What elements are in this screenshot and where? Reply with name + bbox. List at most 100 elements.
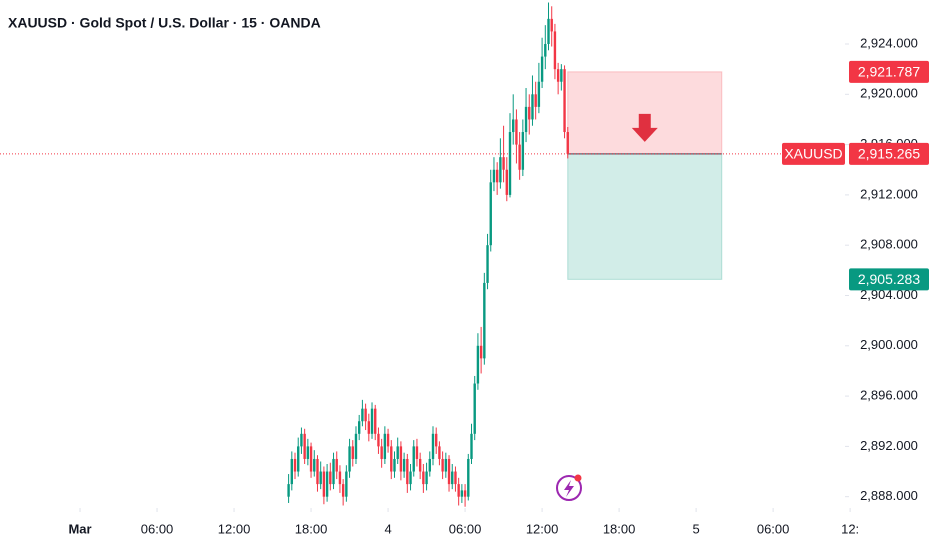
y-tick-label: 2,904.000 <box>860 287 918 302</box>
candle-body <box>309 446 313 472</box>
candle-body <box>306 446 310 459</box>
symbol-label: XAUUSD <box>784 146 842 162</box>
symbol-badge <box>782 142 845 165</box>
candle-body <box>505 169 508 195</box>
entry-badge <box>849 142 929 165</box>
candle-body <box>412 446 415 472</box>
x-tick-label: 18:00 <box>295 521 328 536</box>
y-tick-label: 2,892.000 <box>860 438 918 453</box>
candle-body <box>390 446 393 472</box>
candle-body <box>563 69 566 133</box>
candle-body <box>531 94 534 120</box>
candle-body <box>547 18 550 45</box>
candle-body <box>418 458 422 472</box>
candle-body <box>287 484 290 497</box>
target-badge <box>849 268 929 291</box>
candle-body <box>553 31 557 70</box>
candle-body <box>451 471 454 485</box>
y-tick-label: 2,888.000 <box>860 488 918 503</box>
candle-body <box>444 458 448 472</box>
candle-body <box>335 458 338 472</box>
candle-body <box>380 446 383 459</box>
candle-body <box>537 81 541 107</box>
candle-body <box>556 69 560 82</box>
candle-body <box>377 433 380 447</box>
candle-body <box>399 446 403 472</box>
candle-body <box>367 421 371 434</box>
chart-title: XAUUSD · Gold Spot / U.S. Dollar · 15 · … <box>8 15 321 31</box>
y-tick-label: 2,900.000 <box>860 337 918 352</box>
candle-body <box>528 106 531 120</box>
candle-body <box>345 471 348 497</box>
candle-body <box>499 157 502 183</box>
candle-body <box>534 94 537 107</box>
candle-body <box>463 490 467 497</box>
y-tick-label: 2,924.000 <box>860 35 918 50</box>
candle-body <box>393 458 396 472</box>
candle-body <box>467 458 470 497</box>
candle-body <box>428 458 431 472</box>
candle-body <box>483 282 486 359</box>
candle-body <box>560 69 563 82</box>
candle-body <box>502 157 505 170</box>
candle-body <box>518 144 521 170</box>
plot: 2,888.000 2,892.000 2,896.000 2,900.000 2,90… <box>0 2 929 536</box>
candle-body <box>540 56 544 82</box>
y-tick-label: 2,908.000 <box>860 237 918 252</box>
candle-body <box>521 132 525 170</box>
candle-body <box>550 18 553 32</box>
target-label: 2,905.283 <box>858 271 920 287</box>
x-tick-label: 18:00 <box>603 521 636 536</box>
candle-body <box>370 408 374 434</box>
candle-body <box>313 458 316 472</box>
candle-body <box>354 433 358 459</box>
candle-body <box>512 119 515 133</box>
x-tick-label: 06:00 <box>141 521 174 536</box>
candle-body <box>479 345 483 359</box>
candle-body <box>293 458 297 472</box>
candle-body <box>489 182 492 246</box>
candle-body <box>316 458 319 485</box>
candle-body <box>361 408 364 422</box>
candle-body <box>438 446 441 459</box>
y-tick-label: 2,896.000 <box>860 388 918 403</box>
x-tick-label: 4 <box>384 521 391 536</box>
candle-body <box>364 408 367 422</box>
candle-body <box>357 421 361 434</box>
entry-label: 2,915.265 <box>858 146 920 162</box>
candle-body <box>454 471 457 485</box>
x-tick-label: 06:00 <box>449 521 482 536</box>
candle-body <box>348 446 351 472</box>
down-arrow <box>631 113 658 142</box>
candle-body <box>319 471 322 485</box>
candle-body <box>524 106 528 133</box>
candle-body <box>431 433 435 459</box>
candle-body <box>425 471 428 485</box>
candle-body <box>544 44 547 57</box>
candle-body <box>338 471 342 485</box>
candle-body <box>322 471 326 497</box>
stop-label: 2,921.787 <box>858 64 920 80</box>
candle-body <box>383 433 387 459</box>
x-tick-label: 12:00 <box>218 521 251 536</box>
stop-badge <box>849 60 929 83</box>
candle-body <box>470 433 473 459</box>
x-tick-label: 5 <box>692 521 699 536</box>
candle-body <box>447 458 451 485</box>
candle-body <box>303 433 306 459</box>
target-zone <box>567 153 723 280</box>
candle-body <box>476 345 480 384</box>
x-tick-label: 06:00 <box>757 521 790 536</box>
candle-body <box>396 446 399 459</box>
candle-body <box>460 490 464 497</box>
candle-body <box>473 383 476 434</box>
candle-body <box>422 471 425 485</box>
x-tick-label: Mar <box>68 521 91 536</box>
candle-body <box>486 245 489 283</box>
lightning-icon <box>556 474 582 501</box>
candle-body <box>290 458 294 485</box>
candle-body <box>492 169 496 183</box>
candle-body <box>435 433 438 447</box>
candle-body <box>406 458 409 485</box>
